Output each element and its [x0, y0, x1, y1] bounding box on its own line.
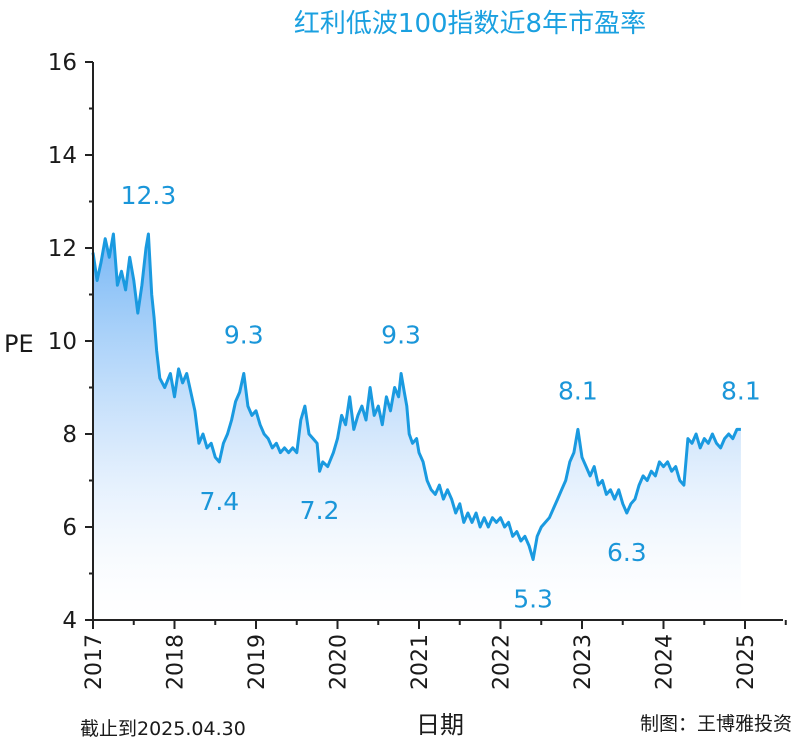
pe-annotation-label: 8.1: [558, 376, 598, 405]
pe-annotation-label: 6.3: [607, 538, 647, 567]
y-tick-label: 4: [62, 608, 77, 634]
pe-annotation-label: 12.3: [121, 181, 177, 210]
y-tick-label: 14: [48, 143, 77, 169]
chart-title: 红利低波100指数近8年市盈率: [294, 9, 646, 39]
x-tick-label: 2019: [245, 634, 270, 690]
y-tick-label: 8: [62, 422, 77, 448]
y-tick-label: 16: [48, 50, 77, 76]
x-tick-label: 2022: [490, 634, 515, 690]
x-tick-label: 2017: [82, 634, 107, 690]
x-axis-label: 日期: [416, 711, 464, 739]
y-tick-label: 12: [48, 236, 77, 262]
x-tick-label: 2023: [571, 634, 596, 690]
pe-annotation-label: 5.3: [513, 585, 553, 614]
pe-annotation-label: 7.2: [300, 496, 340, 525]
x-tick-label: 2020: [327, 634, 352, 690]
x-tick-label: 2024: [653, 634, 678, 690]
pe-area-fill: [93, 234, 741, 620]
x-tick-label: 2025: [734, 634, 759, 690]
x-tick-label: 2018: [164, 634, 189, 690]
pe-line: [91, 232, 741, 561]
credit-note: 制图：王博雅投资: [640, 713, 792, 735]
date-note: 截止到2025.04.30: [80, 718, 246, 740]
y-axis-label: PE: [4, 330, 34, 358]
pe-annotation-label: 9.3: [224, 321, 264, 350]
y-tick-label: 6: [62, 515, 77, 541]
peak-trough-annotations: 12.3 7.4 9.3 7.2 9.3 5.3 8.1 6.3 8.1: [121, 181, 761, 614]
pe-annotation-label: 8.1: [721, 376, 761, 405]
x-tick-label: 2021: [408, 634, 433, 690]
pe-annotation-label: 9.3: [381, 321, 421, 350]
x-ticks: 2017 2018 2019 2020 2021 2022 2023 2024 2025: [82, 620, 787, 690]
y-tick-label: 10: [48, 329, 77, 355]
pe-annotation-label: 7.4: [199, 487, 239, 516]
y-ticks: 4 6 8 10 12 14 16: [48, 50, 93, 634]
